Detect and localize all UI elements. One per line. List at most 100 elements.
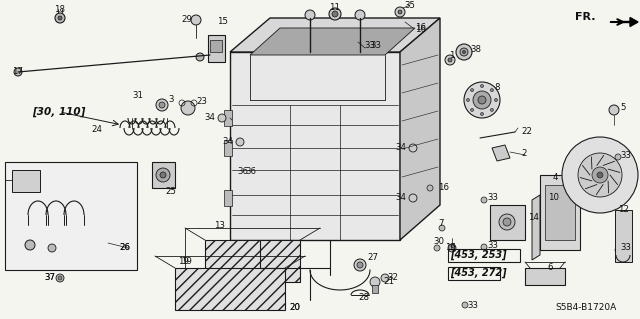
- Circle shape: [481, 85, 483, 87]
- Polygon shape: [230, 52, 400, 240]
- Text: 9: 9: [450, 243, 455, 253]
- Bar: [372, 285, 378, 293]
- Circle shape: [305, 10, 315, 20]
- Circle shape: [464, 82, 500, 118]
- Circle shape: [218, 114, 226, 122]
- Text: 3: 3: [168, 95, 173, 105]
- Circle shape: [55, 13, 65, 23]
- Circle shape: [398, 10, 402, 14]
- Bar: [12, 170, 40, 192]
- Circle shape: [503, 218, 511, 226]
- Text: 28: 28: [358, 293, 369, 302]
- Bar: [448, 267, 500, 280]
- Text: 11: 11: [330, 3, 340, 11]
- Text: 34: 34: [223, 137, 234, 146]
- Circle shape: [499, 214, 515, 230]
- Text: 16: 16: [415, 26, 426, 34]
- Polygon shape: [230, 18, 440, 52]
- Text: 21: 21: [383, 278, 394, 286]
- Polygon shape: [208, 35, 225, 62]
- Text: 32: 32: [387, 273, 398, 283]
- Text: 36: 36: [245, 167, 256, 176]
- Polygon shape: [224, 190, 232, 206]
- Circle shape: [609, 105, 619, 115]
- Bar: [205, 240, 300, 282]
- Circle shape: [460, 48, 468, 56]
- Circle shape: [357, 262, 363, 268]
- Text: 34: 34: [205, 114, 216, 122]
- Text: 7: 7: [438, 219, 444, 228]
- Polygon shape: [532, 195, 540, 260]
- Circle shape: [156, 99, 168, 111]
- Bar: [210, 40, 222, 52]
- Circle shape: [439, 225, 445, 231]
- Circle shape: [562, 137, 638, 213]
- Circle shape: [58, 16, 62, 20]
- Circle shape: [445, 55, 455, 65]
- Text: 2: 2: [521, 149, 527, 158]
- Bar: [5, 162, 137, 270]
- Text: 33: 33: [467, 300, 478, 309]
- Text: 38: 38: [470, 46, 481, 55]
- Circle shape: [236, 138, 244, 146]
- Text: 14: 14: [528, 213, 539, 222]
- Circle shape: [381, 274, 389, 282]
- Text: 17: 17: [12, 68, 23, 77]
- Circle shape: [467, 99, 470, 101]
- Circle shape: [56, 274, 64, 282]
- Circle shape: [434, 245, 440, 251]
- Text: FR.: FR.: [575, 12, 595, 22]
- Circle shape: [329, 8, 341, 20]
- Text: 4: 4: [553, 174, 559, 182]
- Polygon shape: [492, 145, 510, 161]
- Text: [453, 253]: [453, 253]: [450, 250, 507, 260]
- Circle shape: [160, 172, 166, 178]
- Text: 37: 37: [44, 273, 55, 283]
- FancyArrow shape: [618, 18, 638, 26]
- Circle shape: [191, 15, 201, 25]
- Circle shape: [181, 101, 195, 115]
- Text: 26: 26: [119, 243, 130, 253]
- Polygon shape: [400, 18, 440, 240]
- Text: 33: 33: [620, 151, 631, 160]
- Polygon shape: [615, 210, 632, 262]
- Circle shape: [578, 153, 622, 197]
- Text: 6: 6: [547, 263, 552, 272]
- Circle shape: [332, 11, 338, 17]
- Circle shape: [448, 58, 452, 62]
- Text: 8: 8: [494, 84, 499, 93]
- Circle shape: [615, 247, 621, 253]
- Bar: [448, 249, 520, 262]
- Text: 31: 31: [132, 91, 143, 100]
- Circle shape: [14, 68, 22, 76]
- Text: 23: 23: [196, 98, 207, 107]
- Circle shape: [462, 302, 468, 308]
- Circle shape: [470, 89, 474, 92]
- Text: 27: 27: [367, 254, 378, 263]
- Circle shape: [470, 108, 474, 111]
- Text: 35: 35: [404, 2, 415, 11]
- Text: 33: 33: [620, 243, 631, 253]
- Text: 25: 25: [165, 188, 176, 197]
- Text: 33: 33: [487, 194, 498, 203]
- Circle shape: [478, 96, 486, 104]
- Circle shape: [354, 259, 366, 271]
- Text: 29: 29: [181, 16, 192, 25]
- Text: 12: 12: [618, 205, 629, 214]
- Circle shape: [196, 53, 204, 61]
- Text: 33: 33: [365, 41, 376, 49]
- Circle shape: [495, 99, 497, 101]
- Text: 20: 20: [289, 303, 301, 313]
- Polygon shape: [525, 268, 565, 285]
- Circle shape: [156, 168, 170, 182]
- Circle shape: [481, 244, 487, 250]
- Polygon shape: [250, 28, 415, 55]
- Circle shape: [597, 172, 603, 178]
- Text: 20: 20: [289, 303, 301, 313]
- Text: 36: 36: [237, 167, 248, 176]
- Text: 22: 22: [521, 128, 532, 137]
- Text: 5: 5: [620, 103, 625, 113]
- Circle shape: [409, 194, 417, 202]
- Circle shape: [159, 102, 165, 108]
- Circle shape: [395, 7, 405, 17]
